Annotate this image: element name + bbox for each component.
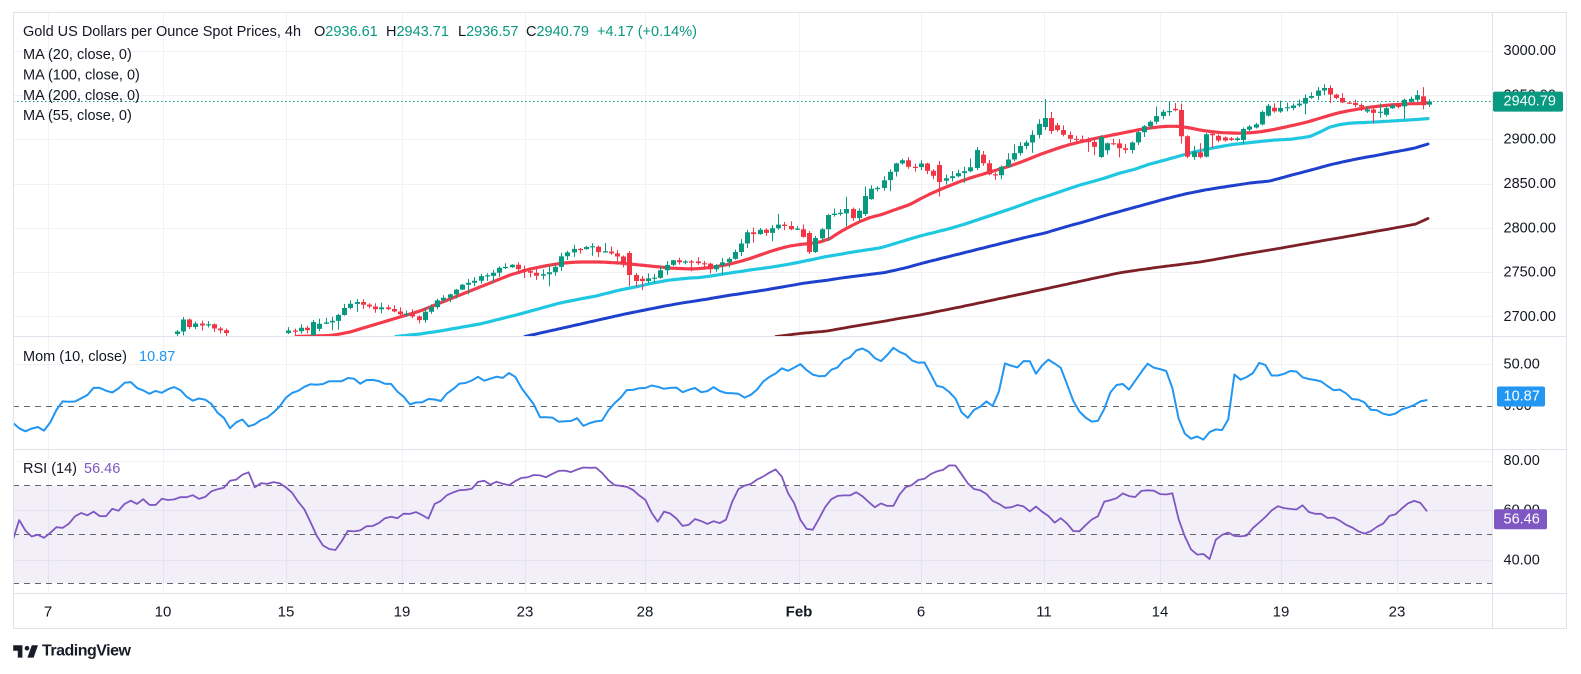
svg-text:19: 19 bbox=[1273, 604, 1290, 621]
svg-text:23: 23 bbox=[1389, 604, 1406, 621]
svg-text:11: 11 bbox=[1036, 604, 1052, 621]
svg-text:40.00: 40.00 bbox=[1504, 552, 1540, 568]
svg-text:2900.00: 2900.00 bbox=[1504, 132, 1556, 148]
svg-text:2940.79: 2940.79 bbox=[1504, 94, 1556, 110]
svg-text:15: 15 bbox=[278, 604, 295, 621]
svg-text:RSI (14)56.46: RSI (14) 56.46 bbox=[23, 461, 120, 477]
svg-text:Gold US Dollars per Ounce Spot: Gold US Dollars per Ounce Spot Prices, 4… bbox=[23, 24, 697, 40]
svg-text:28: 28 bbox=[637, 604, 654, 621]
svg-text:MA (100, close, 0): MA (100, close, 0) bbox=[23, 67, 140, 83]
svg-text:2850.00: 2850.00 bbox=[1504, 176, 1556, 192]
svg-text:TradingView: TradingView bbox=[42, 643, 132, 660]
svg-text:10.87: 10.87 bbox=[1504, 389, 1540, 405]
svg-text:MA (20, close, 0): MA (20, close, 0) bbox=[23, 47, 132, 63]
svg-text:2800.00: 2800.00 bbox=[1504, 220, 1556, 236]
svg-text:2700.00: 2700.00 bbox=[1504, 309, 1556, 325]
svg-text:23: 23 bbox=[517, 604, 534, 621]
svg-text:MA (55, close, 0): MA (55, close, 0) bbox=[23, 108, 132, 124]
svg-text:2750.00: 2750.00 bbox=[1504, 265, 1556, 281]
svg-text:MA (200, close, 0): MA (200, close, 0) bbox=[23, 88, 140, 104]
svg-text:10: 10 bbox=[155, 604, 172, 621]
svg-text:14: 14 bbox=[1152, 604, 1169, 621]
svg-text:3000.00: 3000.00 bbox=[1504, 43, 1556, 59]
svg-text:7: 7 bbox=[44, 604, 52, 621]
svg-text:19: 19 bbox=[394, 604, 411, 621]
svg-text:Mom (10, close)10.87: Mom (10, close) 10.87 bbox=[23, 349, 175, 365]
svg-text:Feb: Feb bbox=[786, 604, 813, 621]
svg-text:6: 6 bbox=[917, 604, 925, 621]
svg-text:50.00: 50.00 bbox=[1504, 356, 1540, 372]
svg-text:80.00: 80.00 bbox=[1504, 453, 1540, 469]
svg-text:56.46: 56.46 bbox=[1504, 511, 1540, 527]
